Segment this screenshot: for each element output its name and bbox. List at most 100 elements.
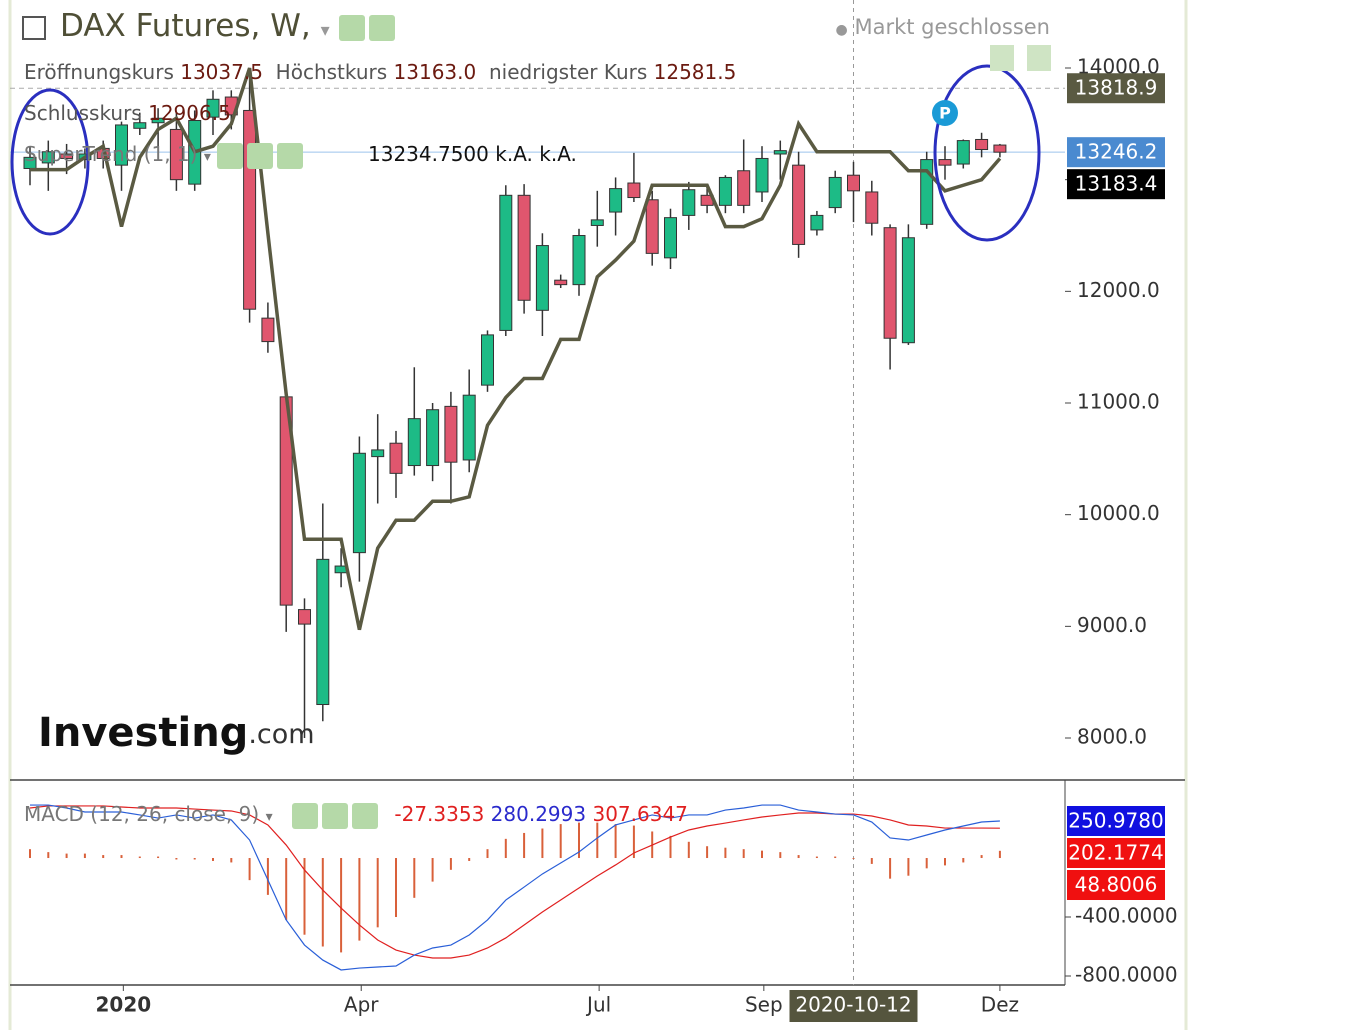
candle-body bbox=[389, 442, 403, 474]
histogram-bar bbox=[230, 858, 233, 863]
macd-title: MACD (12, 26, close, 9) bbox=[24, 802, 260, 826]
histogram-bar bbox=[193, 858, 196, 860]
candle-body bbox=[352, 452, 366, 554]
button[interactable] bbox=[1027, 45, 1051, 71]
candle-body bbox=[133, 122, 147, 129]
candle-body bbox=[371, 449, 385, 458]
histogram-bar bbox=[468, 858, 471, 861]
histogram-bar bbox=[285, 858, 288, 920]
overlay-readout: 13234.7500 bbox=[368, 142, 489, 166]
value-box-label: 13818.9 bbox=[1075, 76, 1158, 100]
overlay-extra: k.A. bbox=[539, 142, 577, 166]
candle-body bbox=[810, 214, 824, 231]
logo-name: Investing bbox=[38, 710, 248, 756]
icon[interactable] bbox=[369, 14, 396, 41]
candle-body bbox=[535, 245, 549, 311]
histogram-bar bbox=[962, 858, 965, 863]
candle-body bbox=[737, 170, 751, 206]
candle-body bbox=[444, 405, 458, 463]
icon[interactable] bbox=[217, 142, 244, 169]
histogram-bar bbox=[797, 855, 800, 859]
candle-body bbox=[554, 279, 568, 286]
macd-readout: 280.2993 bbox=[490, 802, 587, 826]
histogram-bar bbox=[578, 822, 580, 859]
button[interactable] bbox=[990, 45, 1014, 71]
x-tick-label: Dez bbox=[981, 993, 1019, 1017]
candle-body bbox=[682, 189, 696, 216]
histogram-bar bbox=[431, 858, 434, 882]
value-box bbox=[1067, 870, 1165, 901]
icon[interactable] bbox=[277, 142, 304, 169]
histogram-bar bbox=[815, 856, 818, 859]
histogram-bar bbox=[852, 858, 855, 860]
histogram-bar bbox=[523, 832, 526, 859]
value-box bbox=[1067, 169, 1165, 200]
histogram-bar bbox=[212, 858, 214, 861]
marker-text: P bbox=[939, 104, 951, 123]
macd-line bbox=[30, 804, 1000, 971]
histogram-bar bbox=[340, 858, 343, 953]
candle-body bbox=[407, 418, 421, 467]
supertrend-line bbox=[30, 67, 1002, 631]
histogram-bar bbox=[266, 858, 269, 895]
crosshair-label-bg bbox=[789, 990, 918, 1022]
candle-body bbox=[243, 109, 257, 310]
histogram-bar bbox=[632, 825, 635, 859]
histogram-bar bbox=[834, 856, 837, 859]
candle-body bbox=[792, 164, 806, 245]
crosshair-label: 2020-10-12 bbox=[795, 993, 911, 1017]
ohlc-label: niedrigster Kurs bbox=[488, 60, 648, 84]
candle-body bbox=[41, 151, 55, 164]
histogram-bar bbox=[413, 858, 416, 898]
signal-readout: 307.6347 bbox=[592, 802, 688, 826]
histogram-bar bbox=[779, 852, 782, 859]
y-tick-label: 9000.0 bbox=[1077, 613, 1147, 637]
histogram-bar bbox=[724, 847, 727, 859]
histogram-bar bbox=[687, 841, 690, 859]
collapse-box[interactable] bbox=[22, 15, 46, 40]
y-tick-label: 8000.0 bbox=[1077, 725, 1147, 749]
y-tick-label: -800.0000 bbox=[1075, 963, 1178, 987]
candle-body bbox=[169, 128, 183, 181]
macd-row: MACD (12, 26, close, 9) ▾ -27.3353 280.2… bbox=[24, 802, 688, 829]
icon[interactable] bbox=[351, 802, 378, 829]
candle-body bbox=[151, 117, 165, 124]
candle-body bbox=[206, 98, 220, 118]
icon[interactable] bbox=[321, 802, 348, 829]
histogram-bar bbox=[541, 828, 544, 859]
icon[interactable] bbox=[247, 142, 274, 169]
candle-body bbox=[938, 159, 952, 166]
histogram-bar bbox=[944, 858, 946, 866]
overlay-extra: k.A. bbox=[495, 142, 533, 166]
histogram-bar bbox=[47, 852, 50, 859]
histogram-bar bbox=[706, 846, 709, 859]
candle-body bbox=[773, 150, 787, 155]
x-tick-label: Jul bbox=[585, 993, 611, 1017]
candle-body bbox=[115, 124, 128, 166]
candle-body bbox=[426, 409, 440, 467]
histogram-bar bbox=[486, 849, 489, 859]
candle-body bbox=[298, 609, 311, 625]
histogram-bar bbox=[761, 850, 763, 859]
candle-body bbox=[645, 199, 659, 254]
x-tick-label: Apr bbox=[344, 993, 379, 1017]
ohlc-row: Eröffnungskurs 13037.5 Höchstkurs 13163.… bbox=[24, 60, 736, 84]
candle-body bbox=[847, 174, 860, 192]
logo-suffix: .com bbox=[248, 719, 314, 750]
candle-body bbox=[316, 558, 330, 706]
histogram-bar bbox=[907, 858, 910, 876]
candle-body bbox=[590, 219, 604, 226]
annotation-ellipse bbox=[933, 64, 1041, 242]
status-row: ● Markt geschlossen bbox=[835, 15, 1050, 39]
overlay-name: SuperTrend (1, 1) bbox=[24, 142, 198, 166]
histogram-bar bbox=[596, 822, 599, 859]
ohlc-label: Höchstkurs bbox=[275, 60, 388, 84]
histogram-bar bbox=[614, 824, 617, 859]
ohlc-row: Schlusskurs 12906.5 bbox=[24, 101, 231, 125]
icon[interactable] bbox=[291, 802, 318, 829]
candle-body bbox=[60, 153, 74, 159]
icon[interactable] bbox=[339, 14, 366, 41]
histogram-bar bbox=[925, 858, 928, 869]
candle-body bbox=[462, 394, 476, 461]
histogram-bar bbox=[157, 856, 160, 859]
